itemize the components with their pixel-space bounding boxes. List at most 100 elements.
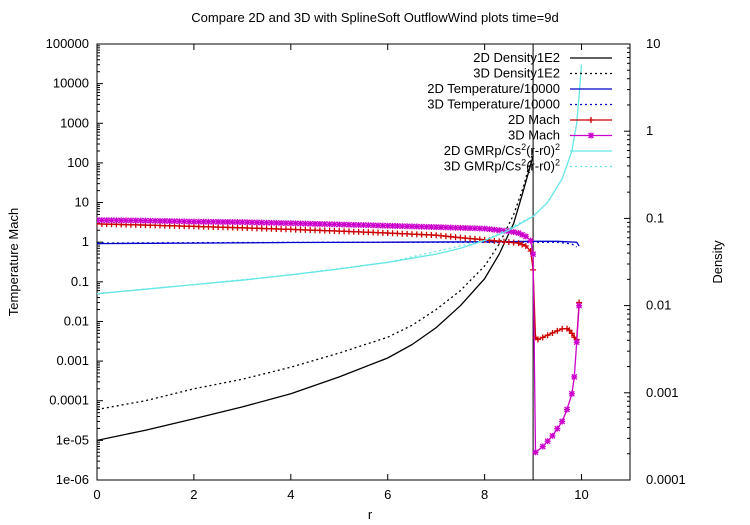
series-point-3d-mach	[316, 220, 323, 227]
series-line-6	[97, 219, 580, 454]
x-tick-label: 0	[93, 487, 100, 502]
series-point-3d-mach	[287, 220, 294, 227]
legend-label-8: 3D GMRp/Cs2(r-r0)2	[444, 158, 560, 174]
series-point-3d-mach	[418, 223, 425, 230]
series-point-3d-mach	[370, 222, 377, 229]
series-point-3d-mach	[331, 221, 338, 228]
series-point-2d-mach	[522, 243, 529, 250]
series-point-2d-mach	[554, 327, 561, 334]
series-point-3d-mach	[190, 218, 197, 225]
series-point-3d-mach	[481, 225, 488, 232]
series-point-3d-mach	[496, 227, 503, 234]
series-point-3d-mach	[467, 225, 474, 232]
series-point-3d-mach	[127, 217, 134, 224]
legend-label-7: 2D GMRp/Cs2(r-r0)2	[444, 142, 560, 158]
series-point-3d-mach	[442, 224, 449, 231]
y-right-tick-label: 0.0001	[646, 472, 686, 487]
series-point-3d-mach	[539, 443, 546, 450]
series-point-3d-mach	[224, 219, 231, 226]
y-left-tick-label: 100	[67, 155, 89, 170]
series-line-2	[97, 150, 534, 411]
series-point-3d-mach	[297, 220, 304, 227]
legend-label-6: 3D Mach	[508, 128, 560, 143]
y-left-tick-label: 10	[75, 195, 89, 210]
series-point-3d-mach	[530, 251, 537, 258]
series-point-2d-mach	[568, 330, 575, 337]
y-left-tick-label: 1	[82, 234, 89, 249]
y-left-tick-label: 1e-05	[56, 432, 89, 447]
series-point-3d-mach	[471, 225, 478, 232]
series-point-3d-mach	[375, 222, 382, 229]
series-point-3d-mach	[394, 223, 401, 230]
series-point-3d-mach	[379, 222, 386, 229]
series-point-3d-mach	[554, 425, 561, 432]
legend-label-1: 2D Density1E2	[473, 50, 560, 65]
series-line-7	[97, 64, 583, 295]
series-point-3d-mach	[571, 373, 578, 380]
y-left-tick-label: 1e-06	[56, 472, 89, 487]
series-point-3d-mach	[544, 438, 551, 445]
y-right-tick-label: 10	[646, 36, 660, 51]
series-point-3d-mach	[142, 217, 149, 224]
series-point-3d-mach	[399, 223, 406, 230]
series-point-3d-mach	[249, 219, 256, 226]
series-point-2d-mach	[539, 334, 546, 341]
series-point-3d-mach	[576, 302, 583, 309]
series-point-3d-mach	[147, 217, 154, 224]
y-left-tick-label: 1000	[60, 115, 89, 130]
series-point-2d-mach	[566, 327, 573, 334]
series-point-3d-mach	[360, 222, 367, 229]
series-point-3d-mach	[229, 219, 236, 226]
series-point-3d-mach	[234, 219, 241, 226]
series-point-3d-mach	[505, 228, 512, 235]
series-point-3d-mach	[423, 223, 430, 230]
series-point-3d-mach	[384, 222, 391, 229]
series-point-3d-mach	[350, 221, 357, 228]
series-point-3d-mach	[515, 230, 522, 237]
series-point-3d-mach	[307, 220, 314, 227]
series-point-3d-mach	[273, 219, 280, 226]
y-right-tick-label: 0.001	[646, 385, 679, 400]
x-tick-label: 10	[574, 487, 588, 502]
series-line-8	[97, 215, 534, 295]
y-right-tick-label: 0.01	[646, 298, 671, 313]
series-point-3d-mach	[321, 221, 328, 228]
chart-title: Compare 2D and 3D with SplineSoft Outflo…	[191, 10, 558, 25]
series-point-3d-mach	[510, 229, 517, 236]
plot-frame	[96, 43, 631, 481]
x-tick-label: 4	[287, 487, 294, 502]
series-point-3d-mach	[345, 221, 352, 228]
y-left-tick-label: 0.0001	[49, 393, 89, 408]
y-right-tick-label: 0.1	[646, 210, 664, 225]
series-point-3d-mach	[457, 224, 464, 231]
series-point-3d-mach	[161, 218, 168, 225]
y-left-tick-label: 0.1	[71, 274, 89, 289]
series-point-3d-mach	[486, 226, 493, 233]
series-point-3d-mach	[258, 219, 265, 226]
series-point-3d-mach	[219, 218, 226, 225]
series-point-3d-mach	[152, 217, 159, 224]
y-left-tick-label: 100000	[46, 36, 89, 51]
series-point-3d-mach	[519, 231, 526, 238]
series-point-3d-mach	[527, 237, 534, 244]
series-point-3d-mach	[181, 218, 188, 225]
y-left-tick-label: 0.001	[56, 353, 89, 368]
series-point-3d-mach	[132, 217, 139, 224]
series-point-3d-mach	[355, 221, 362, 228]
y-left-tick-label: 10000	[53, 76, 89, 91]
series-point-3d-mach	[166, 218, 173, 225]
series-point-2d-mach	[534, 336, 541, 343]
series-point-2d-mach	[515, 240, 522, 247]
series-point-3d-mach	[408, 223, 415, 230]
y-right-tick-label: 1	[646, 123, 653, 138]
x-axis-label: r	[368, 507, 373, 522]
x-tick-label: 2	[190, 487, 197, 502]
series-point-3d-mach	[263, 219, 270, 226]
series-point-3d-mach	[123, 217, 130, 224]
series-point-3d-mach	[156, 217, 163, 224]
series-point-3d-mach	[573, 339, 580, 346]
series-point-3d-mach	[278, 220, 285, 227]
series-point-3d-mach	[491, 226, 498, 233]
series-point-3d-mach	[200, 218, 207, 225]
x-tick-label: 8	[481, 487, 488, 502]
